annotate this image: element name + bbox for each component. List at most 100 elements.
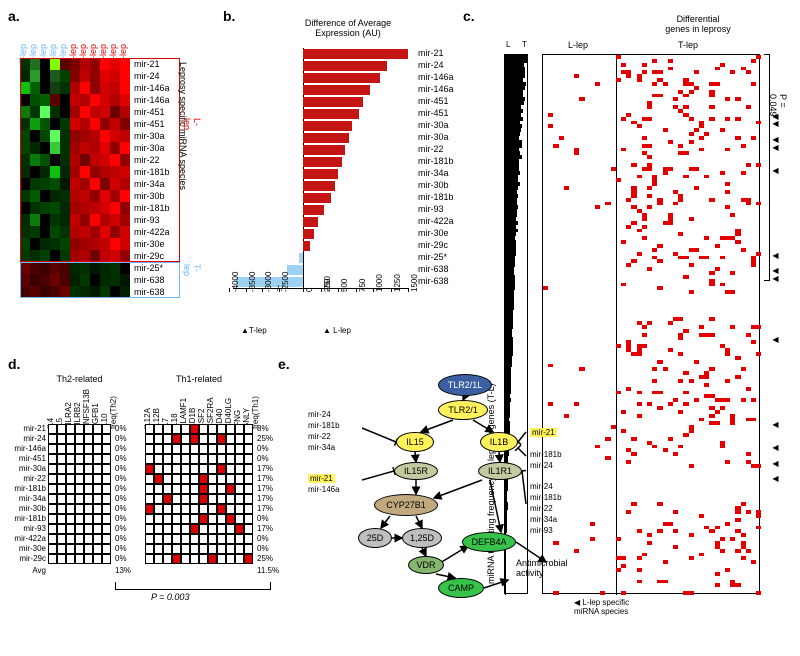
panelB-bar xyxy=(303,217,318,227)
panelB-row-label: mir-638 xyxy=(418,264,449,274)
panelD-pval: P = 0.003 xyxy=(151,592,189,602)
panelB-row-label: mir-24 xyxy=(418,60,444,70)
panelA-T-box xyxy=(20,262,180,298)
panelB-row-label: mir-21 xyxy=(418,48,444,58)
panel-a: T-lepT-lepT-lepT-lepT-lepL-lepL-lepL-lep… xyxy=(20,30,220,340)
pathway-node-il15r: IL15R xyxy=(394,462,438,480)
panelC-arrow: ◀ xyxy=(772,274,778,283)
panelB-bar xyxy=(303,229,314,239)
panelB-row-label: mir-146a xyxy=(418,84,454,94)
panelB-row-label: mir-34a xyxy=(418,168,449,178)
panelA-group-T: T-lep xyxy=(182,264,202,282)
panelE-mir-label: mir-22 xyxy=(530,504,553,513)
panelE-mir-label: mir-181b xyxy=(530,450,562,459)
panelB-bar xyxy=(303,61,387,71)
panelB-bar xyxy=(303,157,342,167)
panelC-pval: P = 0.049 xyxy=(768,94,788,117)
panelB-xtick: 1500 xyxy=(410,274,419,292)
panelB-row-label: mir-451 xyxy=(418,96,449,106)
pathway-node-25d: 25D xyxy=(358,528,392,548)
panelE-antimicrobial: Antimicrobial activity xyxy=(516,558,596,578)
panelB-arrow-L: ▲ L-lep xyxy=(323,326,351,335)
panelB-bar xyxy=(303,145,345,155)
pathway-node-il1r1: IL1R1 xyxy=(478,462,522,480)
panel-e-label: e. xyxy=(278,356,290,372)
panelB-row-label: mir-25* xyxy=(418,252,447,262)
panel-d-label: d. xyxy=(8,356,20,372)
panelC-arrow: ◀ xyxy=(772,474,778,483)
panelB-xtick: -3500 xyxy=(248,272,257,292)
panelC-arrow: ◀ xyxy=(772,420,778,429)
panelB-title: Difference of Average Expression (AU) xyxy=(263,18,433,38)
panelB-row-label: mir-181b xyxy=(418,192,454,202)
panelB-bar xyxy=(303,97,363,107)
panelB-row-label: mir-29c xyxy=(418,240,448,250)
panelE-mir-label: mir-24 xyxy=(308,410,331,419)
panelB-row-label: mir-30e xyxy=(418,228,449,238)
panelB-row-label: mir-146a xyxy=(418,72,454,82)
pathway-node-cyp: CYP27B1 xyxy=(374,494,438,516)
panelE-mir-label: mir-21 xyxy=(530,428,557,437)
panelB-xtick: -4000 xyxy=(231,272,240,292)
panelA-L-box xyxy=(20,58,180,262)
panelB-xtick: 0 xyxy=(305,288,314,292)
panelE-mir-label: mir-22 xyxy=(308,432,331,441)
panelB-bar xyxy=(303,85,370,95)
pathway-node-vdr: VDR xyxy=(408,556,444,574)
panelC-arrow: ◀ xyxy=(772,166,778,175)
panelB-row-label: mir-181b xyxy=(418,156,454,166)
panelE-mir-label: mir-181b xyxy=(308,421,340,430)
panelC-arrow: ◀ xyxy=(772,335,778,344)
panelE-mir-label: mir-34a xyxy=(530,515,557,524)
panelB-xtick: 500 xyxy=(340,279,349,292)
panelA-group-L: L-lep xyxy=(182,118,202,136)
panelB-bar xyxy=(303,169,338,179)
panelE-mir-label: mir-21 xyxy=(308,474,335,483)
panelC-arrow: ◀ xyxy=(772,143,778,152)
panel-c-label: c. xyxy=(463,8,475,24)
panelB-bar xyxy=(303,49,408,59)
panelB-bar xyxy=(303,193,331,203)
panelE-mir-label: mir-24 xyxy=(530,482,553,491)
panelE-mir-label: mir-181b xyxy=(530,493,562,502)
panelB-row-label: mir-22 xyxy=(418,144,444,154)
pathway-node-il1b: IL1B xyxy=(480,432,518,452)
panelB-xtick: 1250 xyxy=(393,274,402,292)
panelB-xtick: 750 xyxy=(358,279,367,292)
panelA-side-title: Leprosy specific miRNA species xyxy=(178,62,188,262)
panelE-mir-label: mir-24 xyxy=(530,461,553,470)
panelB-bar xyxy=(303,73,380,83)
panelB-bar xyxy=(303,205,324,215)
panelE-mir-label: mir-34a xyxy=(308,443,335,452)
panelB-row-label: mir-451 xyxy=(418,108,449,118)
panelB-arrow-T: ▲T-lep xyxy=(241,326,267,335)
pathway-node-tlr21: TLR2/1 xyxy=(438,400,488,420)
panel-e: TLR2/1LTLR2/1IL15IL1BIL15RIL1R1CYP27B125… xyxy=(298,374,598,634)
panelB-bar xyxy=(303,241,310,251)
panelB-bar xyxy=(303,133,349,143)
panelB-row-label: mir-30b xyxy=(418,180,449,190)
panelB-row-label: mir-93 xyxy=(418,204,444,214)
panelC-top-label: Differential genes in leprosy xyxy=(618,14,778,34)
pathway-node-125d: 1,25D xyxy=(402,528,442,548)
panelB-bar xyxy=(303,181,335,191)
panelB-row-label: mir-30a xyxy=(418,132,449,142)
panelC-arrow: ◀ xyxy=(772,443,778,452)
panelB-bar xyxy=(299,253,303,263)
panelC-arrow: ◀ xyxy=(772,459,778,468)
panelB-row-label: mir-422a xyxy=(418,216,454,226)
pathway-node-il15: IL15 xyxy=(396,432,434,452)
panel-a-label: a. xyxy=(8,8,20,24)
pathway-node-camp: CAMP xyxy=(438,578,484,598)
panelB-row-label: mir-638 xyxy=(418,276,449,286)
panelB-xtick: 250 xyxy=(323,279,332,292)
panelB-xtick: -3000 xyxy=(264,272,273,292)
pathway-node-defb: DEFB4A xyxy=(462,532,516,552)
panel-b: Difference of Average Expression (AU) mir… xyxy=(233,18,458,348)
panelB-xtick: 1000 xyxy=(375,274,384,292)
panelB-bar xyxy=(303,109,359,119)
panelB-row-label: mir-30a xyxy=(418,120,449,130)
panelB-bar xyxy=(303,121,352,131)
figure-root: a. b. c. d. e. T-lepT-lepT-lepT-lepT-lep… xyxy=(8,8,792,648)
panel-d: Th2-relatedTh1-relatedIL4IL5LILRA2LILRB2… xyxy=(8,374,283,634)
